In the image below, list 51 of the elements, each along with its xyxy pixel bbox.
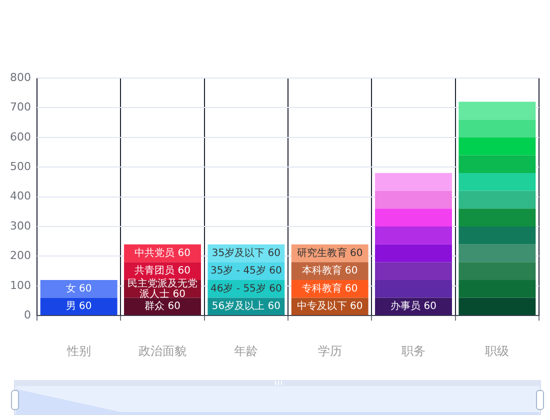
bar — [458, 244, 536, 262]
bar — [375, 226, 452, 244]
bar — [375, 173, 452, 191]
data-label: 专科教育 60 — [302, 282, 358, 294]
data-label: 女 60 — [66, 282, 92, 294]
data-label: 共青团员 60 — [134, 264, 190, 277]
y-tick-label: 600 — [10, 130, 31, 144]
y-tick-label: 500 — [10, 160, 31, 173]
data-label: 中共党员 60 — [134, 246, 190, 259]
bar — [375, 280, 452, 298]
bar — [375, 262, 452, 280]
bar — [458, 190, 536, 209]
x-tick-label: 政治面貌 — [138, 344, 186, 358]
bar — [458, 102, 536, 120]
data-label: 中专及以下 60 — [296, 300, 363, 312]
y-tick-label: 200 — [10, 249, 31, 262]
y-tick-label: 700 — [10, 100, 31, 114]
x-tick-label: 学历 — [318, 344, 342, 358]
y-tick-label: 0 — [24, 308, 31, 322]
bar — [458, 173, 536, 191]
x-tick-label: 性别 — [66, 344, 91, 358]
bar — [458, 298, 536, 316]
data-label: 46岁 - 55岁 60 — [210, 282, 282, 294]
bar — [375, 244, 452, 262]
y-tick-label: 400 — [10, 190, 31, 203]
bar — [375, 190, 452, 209]
y-tick-label: 300 — [10, 219, 31, 232]
data-label: 35岁及以下 60 — [212, 246, 280, 259]
x-tick-label: 职务 — [402, 344, 426, 358]
bar — [458, 226, 536, 244]
bar — [458, 280, 536, 298]
bar — [458, 137, 536, 156]
x-tick-label: 职级 — [485, 344, 510, 358]
bar — [40, 298, 118, 316]
data-label: 35岁 - 45岁 60 — [210, 264, 282, 277]
bar — [375, 208, 452, 226]
y-tick-label: 800 — [10, 70, 31, 84]
x-tick-label: 年龄 — [234, 344, 258, 358]
data-label: 56岁及以上 60 — [212, 300, 280, 312]
y-tick-label: 100 — [10, 278, 31, 292]
bar — [458, 262, 536, 280]
data-label: 民主党派及无党派人士 60 — [127, 277, 198, 300]
data-label: 群众 60 — [144, 300, 180, 312]
bar — [40, 280, 118, 298]
data-label: 办事员 60 — [390, 300, 436, 312]
data-label: 本科教育 60 — [302, 264, 358, 277]
bar — [458, 155, 536, 174]
data-label: 男 60 — [66, 301, 92, 312]
data-label: 研究生教育 60 — [296, 246, 363, 259]
bar — [458, 208, 536, 226]
bar — [458, 120, 536, 138]
